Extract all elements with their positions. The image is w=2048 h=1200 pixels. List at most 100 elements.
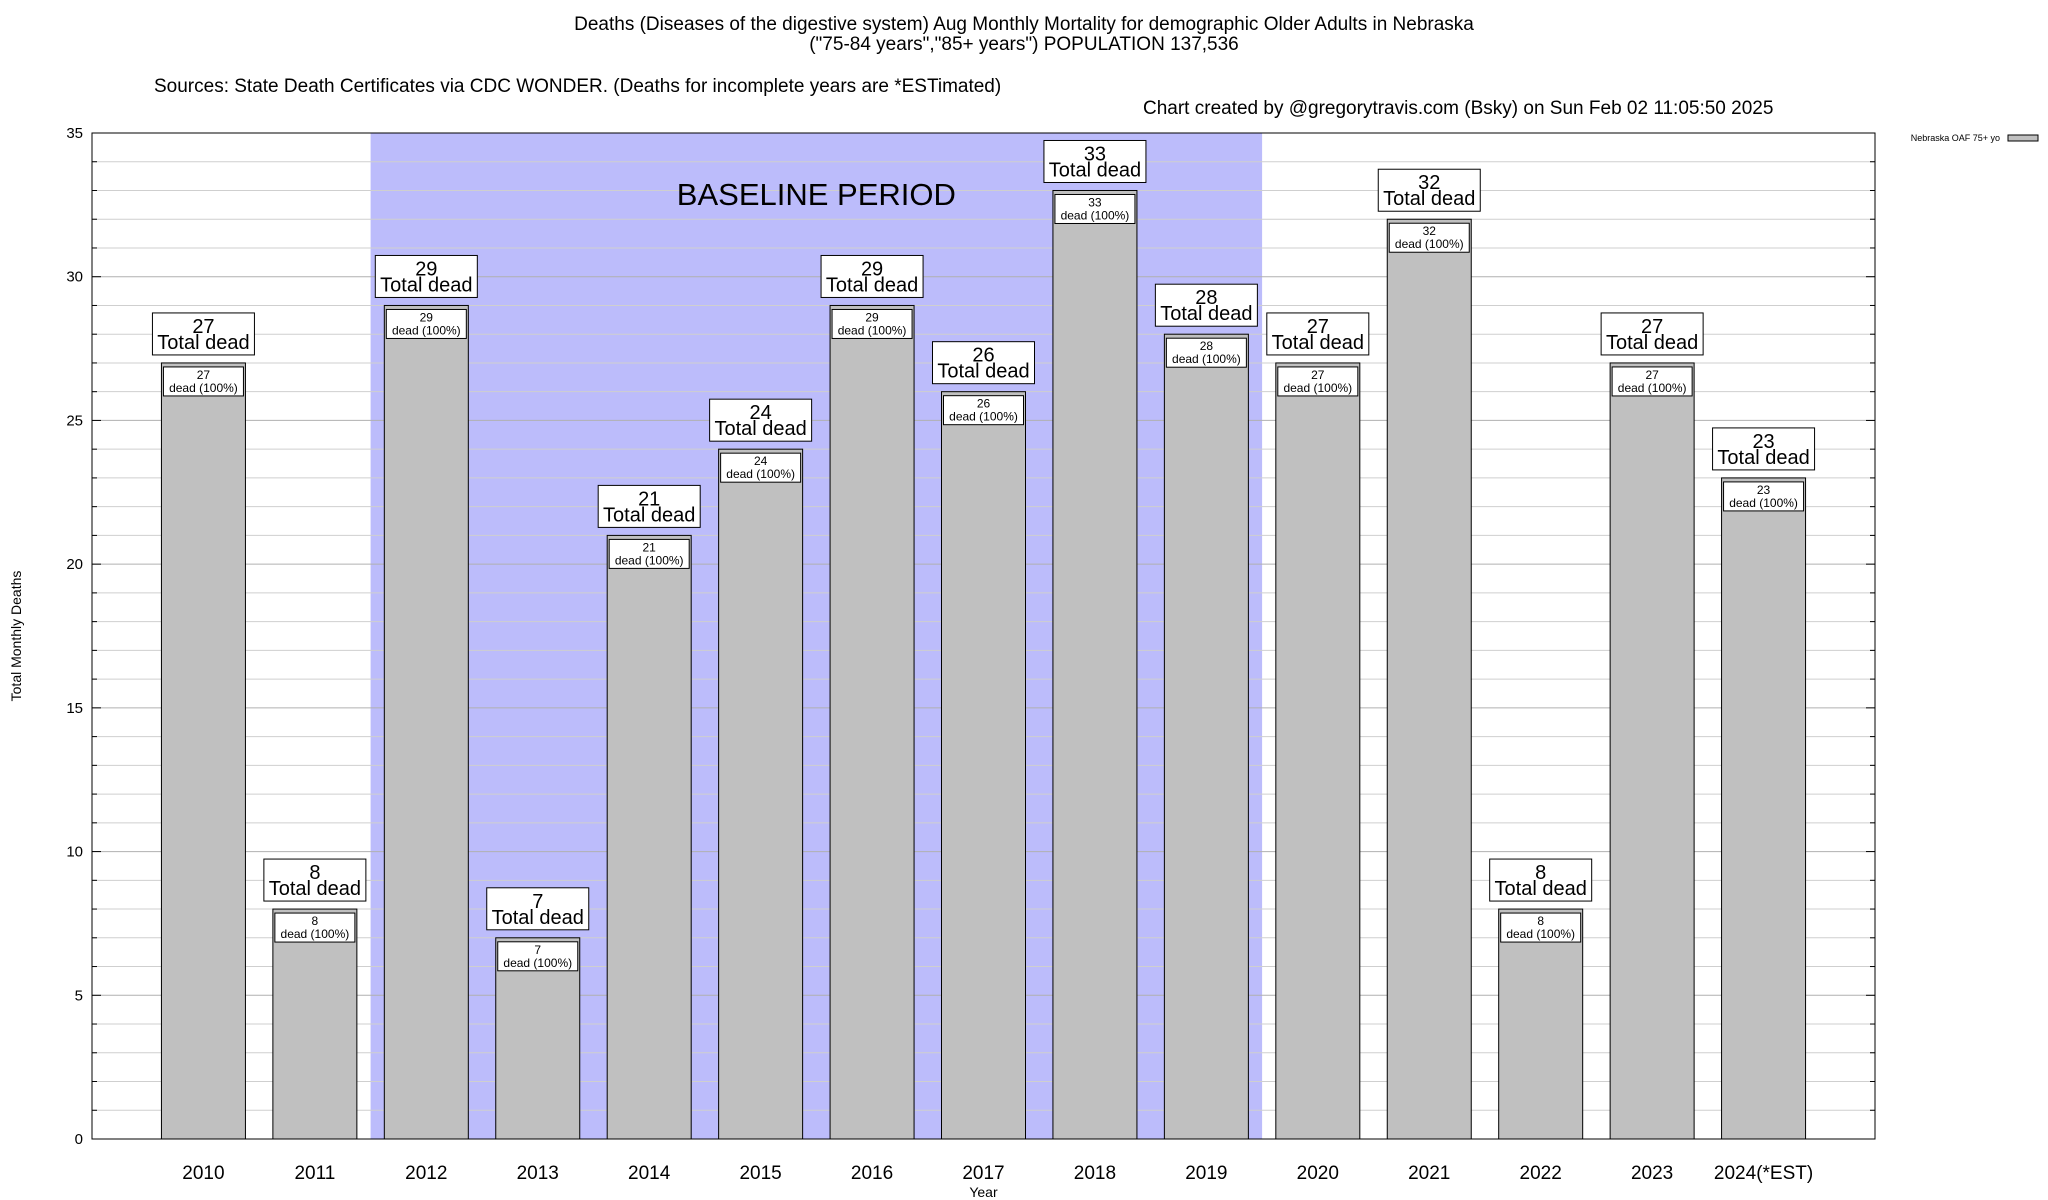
bar-inner-label-box bbox=[162, 366, 244, 397]
bar-total-value: 33 bbox=[1084, 143, 1106, 165]
y-tick-label: 35 bbox=[66, 125, 83, 142]
x-tick-label: 2010 bbox=[182, 1163, 224, 1184]
bar-total-value: 8 bbox=[1535, 862, 1546, 884]
bar-inner-value: 29 bbox=[420, 310, 434, 324]
bar-inner-label-box bbox=[497, 941, 579, 972]
bar bbox=[1163, 333, 1249, 1140]
bar-total-label-box bbox=[1489, 858, 1593, 902]
bar-inner-pct: dead (100%) bbox=[949, 410, 1018, 424]
bar-inner-pct: dead (100%) bbox=[281, 927, 350, 941]
bar-total-text: Total dead bbox=[1495, 878, 1587, 900]
y-tick-label: 15 bbox=[66, 700, 83, 717]
bar-total-label-box bbox=[597, 484, 701, 528]
legend-swatch bbox=[2007, 134, 2039, 142]
bar-total-label-box bbox=[151, 312, 255, 356]
bar-inner-label-box bbox=[1277, 366, 1359, 397]
bar-total-value: 21 bbox=[638, 488, 660, 510]
x-tick-label: 2018 bbox=[1074, 1163, 1116, 1184]
bar-inner-value: 23 bbox=[1757, 483, 1771, 497]
bar-inner-label-box bbox=[274, 912, 356, 943]
bar-total-value: 8 bbox=[309, 862, 320, 884]
bar-total-label-box bbox=[1712, 427, 1816, 471]
y-tick-label: 10 bbox=[66, 844, 83, 861]
bar-total-text: Total dead bbox=[714, 418, 806, 440]
bar bbox=[1386, 218, 1472, 1140]
bar-inner-pct: dead (100%) bbox=[1618, 381, 1687, 395]
bar-inner-pct: dead (100%) bbox=[1729, 496, 1798, 510]
bar-total-label-box bbox=[932, 341, 1035, 385]
bar-total-value: 27 bbox=[192, 316, 214, 338]
chart-sources-line: Sources: State Death Certificates via CD… bbox=[0, 54, 2048, 120]
plot-frame bbox=[91, 132, 1876, 1140]
bar-inner-value: 28 bbox=[1200, 339, 1214, 353]
bar-total-value: 23 bbox=[1752, 431, 1774, 453]
bar-total-text: Total dead bbox=[157, 332, 249, 354]
bar-total-label-box bbox=[709, 398, 813, 442]
chart-credit: Chart created by @gregorytravis.com (Bsk… bbox=[1143, 98, 1774, 119]
bar-inner-label-box bbox=[608, 538, 690, 569]
legend-label: Nebraska OAF 75+ yo bbox=[1911, 133, 2000, 143]
bar-inner-value: 27 bbox=[1645, 368, 1659, 382]
bar-total-label-box bbox=[1154, 283, 1258, 327]
bar-inner-pct: dead (100%) bbox=[1506, 927, 1575, 941]
bar-inner-value: 32 bbox=[1423, 224, 1437, 238]
bar-inner-label-box bbox=[1388, 222, 1470, 253]
x-tick-label: 2017 bbox=[962, 1163, 1004, 1184]
bar bbox=[606, 534, 692, 1140]
chart-title: Deaths (Diseases of the digestive system… bbox=[574, 14, 1474, 35]
x-tick-label: 2023 bbox=[1631, 1163, 1673, 1184]
x-tick-label: 2021 bbox=[1408, 1163, 1450, 1184]
x-tick-label: 2024(*EST) bbox=[1714, 1163, 1813, 1184]
bar-inner-label-box bbox=[720, 452, 802, 483]
bar-inner-label-box bbox=[1054, 193, 1136, 224]
bar-inner-value: 24 bbox=[754, 454, 768, 468]
bar-inner-pct: dead (100%) bbox=[615, 553, 684, 567]
bar-total-text: Total dead bbox=[269, 878, 361, 900]
bar-inner-pct: dead (100%) bbox=[838, 323, 907, 337]
bar-total-text: Total dead bbox=[826, 274, 918, 296]
bar-inner-pct: dead (100%) bbox=[503, 956, 572, 970]
x-axis-ticks: 2010 2011 2012 2013 2014 2015 2016 2017 2018 2019… bbox=[182, 1163, 1813, 1184]
bar-total-text: Total dead bbox=[937, 361, 1029, 383]
bar bbox=[160, 362, 246, 1140]
bar-total-text: Total dead bbox=[1717, 447, 1809, 469]
bar-inner-value: 8 bbox=[1537, 914, 1544, 928]
bar-inner-label-box bbox=[943, 395, 1024, 426]
bar-total-value: 26 bbox=[972, 345, 994, 367]
y-tick-label: 20 bbox=[66, 556, 83, 573]
bar-total-value: 28 bbox=[1195, 287, 1217, 309]
bar-inner-value: 27 bbox=[1311, 368, 1325, 382]
bar-total-value: 24 bbox=[750, 402, 772, 424]
y-tick-label: 25 bbox=[66, 412, 83, 429]
y-tick-label: 30 bbox=[66, 269, 83, 286]
bar-total-text: Total dead bbox=[603, 504, 695, 526]
bar bbox=[1721, 477, 1807, 1140]
bar-inner-value: 33 bbox=[1088, 195, 1102, 209]
x-tick-label: 2015 bbox=[739, 1163, 781, 1184]
bar bbox=[1052, 189, 1138, 1140]
bar bbox=[1498, 908, 1584, 1140]
x-tick-label: 2011 bbox=[294, 1163, 335, 1184]
bar-inner-label-box bbox=[1500, 912, 1582, 943]
bar bbox=[1609, 362, 1695, 1140]
bar-total-text: Total dead bbox=[1272, 332, 1364, 354]
bar-inner-value: 21 bbox=[643, 540, 657, 554]
bar-total-label-box bbox=[1043, 139, 1147, 183]
x-tick-label: 2022 bbox=[1520, 1163, 1562, 1184]
bar bbox=[1275, 362, 1361, 1140]
chart-subtitle: ("75-84 years","85+ years") POPULATION 1… bbox=[809, 34, 1239, 55]
bar-total-text: Total dead bbox=[1160, 303, 1252, 325]
bar-inner-value: 8 bbox=[312, 914, 319, 928]
bar-inner-value: 26 bbox=[977, 397, 991, 411]
bar bbox=[829, 304, 915, 1140]
bar-total-label-box bbox=[374, 254, 478, 298]
x-axis-label: Year bbox=[969, 1184, 998, 1200]
bar-inner-value: 29 bbox=[865, 310, 879, 324]
bar-total-label-box bbox=[486, 887, 590, 931]
bar-total-text: Total dead bbox=[492, 907, 584, 929]
bar-inner-label-box bbox=[385, 308, 467, 339]
y-tick-label: 0 bbox=[75, 1131, 83, 1148]
bar bbox=[941, 391, 1026, 1140]
bar-total-label-box bbox=[1600, 312, 1704, 356]
